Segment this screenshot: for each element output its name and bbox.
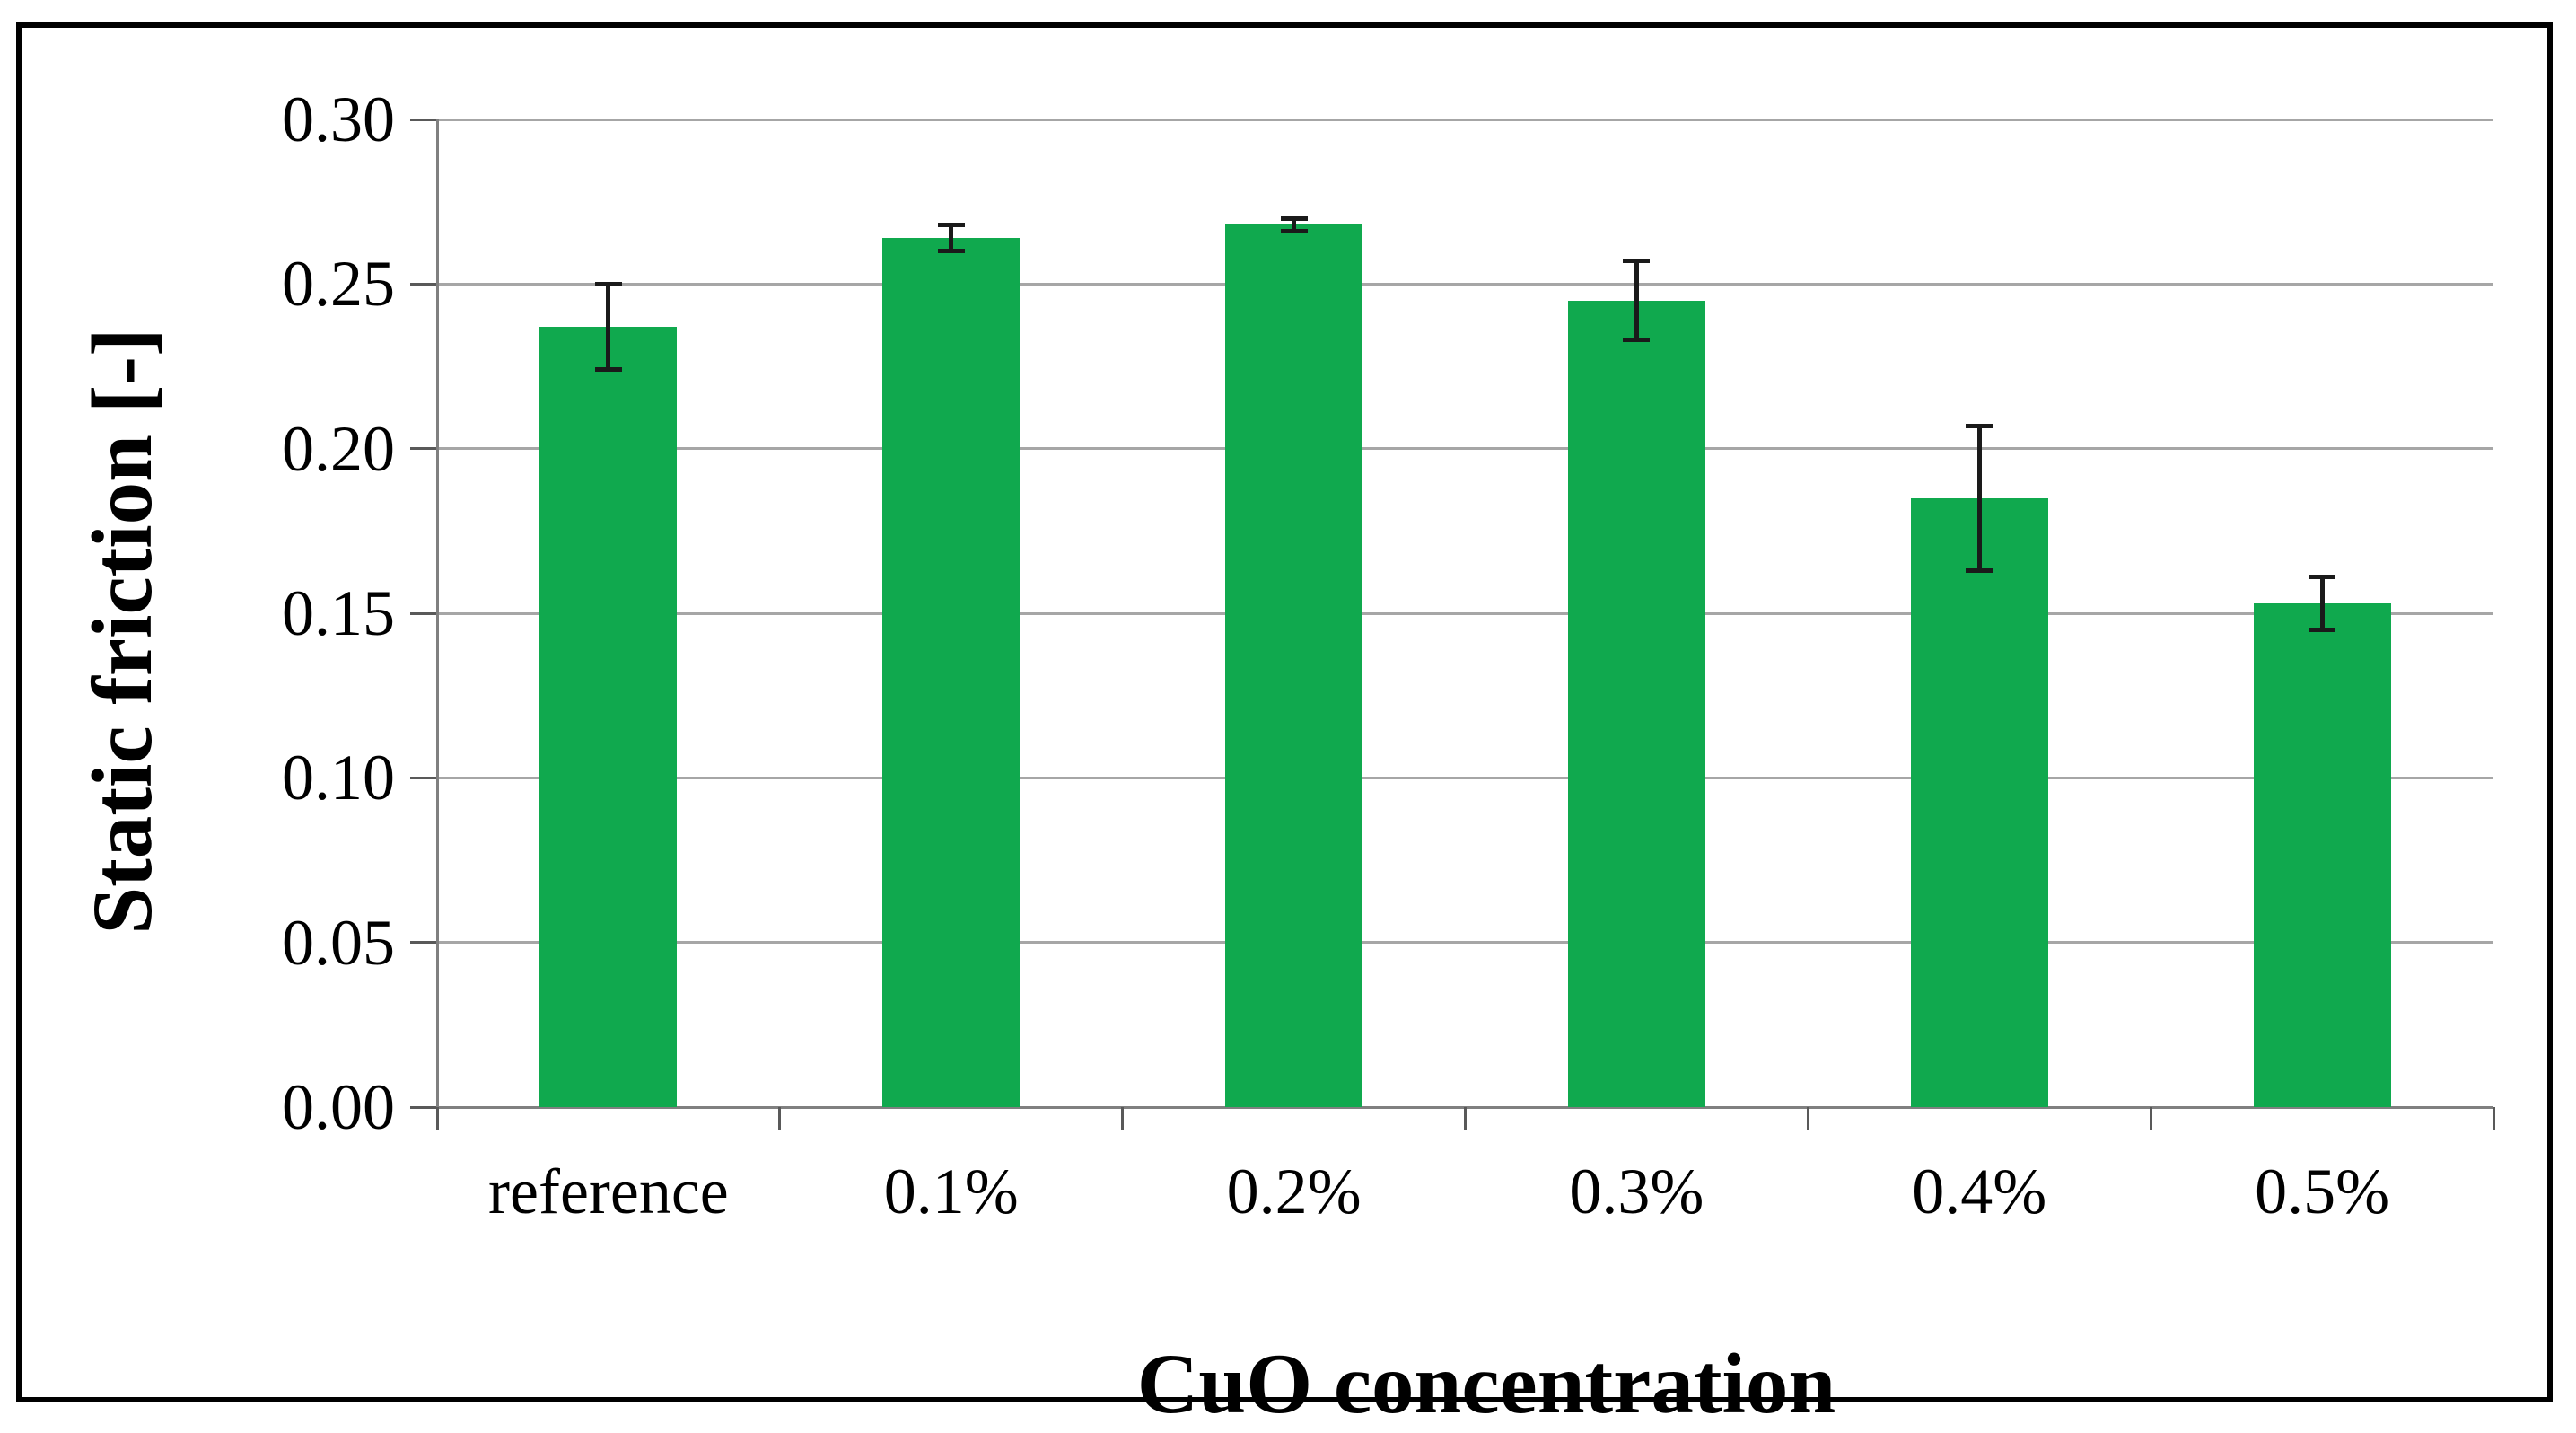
bar-0.2% [1225, 224, 1363, 1107]
x-tick-label: 0.3% [1569, 1156, 1704, 1227]
error-bar-cap-top [594, 281, 622, 286]
bar-0.1% [882, 238, 1021, 1107]
error-bar-cap-top [2309, 575, 2336, 580]
x-tick-label: reference [488, 1156, 729, 1227]
error-bar-cap-bottom [1623, 338, 1651, 343]
bar-reference [539, 327, 678, 1107]
grid-line [437, 776, 2493, 779]
bar-0.3% [1567, 300, 1705, 1107]
y-tick-label: 0.00 [282, 1071, 395, 1143]
x-axis-tick [435, 1107, 439, 1130]
y-tick-label: 0.05 [282, 906, 395, 979]
x-tick-label: 0.1% [883, 1156, 1019, 1227]
y-axis-tick [410, 1105, 437, 1109]
error-bar-line [1976, 426, 1982, 571]
x-tick-label: 0.5% [2255, 1156, 2390, 1227]
y-tick-label: 0.30 [282, 84, 395, 155]
error-bar-cap-bottom [1280, 229, 1308, 234]
x-axis-tick [2149, 1107, 2152, 1130]
x-tick-label: 0.2% [1226, 1156, 1362, 1227]
error-bar-cap-top [1280, 215, 1308, 221]
grid-line [437, 282, 2493, 286]
y-tick-label: 0.10 [282, 742, 395, 814]
y-tick-label: 0.15 [282, 577, 395, 649]
y-axis-tick [410, 611, 437, 615]
error-bar-line [606, 284, 611, 370]
error-bar-cap-bottom [937, 249, 965, 254]
grid-line [437, 447, 2493, 451]
x-axis-tick [2492, 1107, 2495, 1130]
y-tick-label: 0.25 [282, 248, 395, 321]
bar-0.5% [2253, 603, 2391, 1107]
x-axis-tick [1806, 1107, 1809, 1130]
error-bar-line [1292, 218, 1297, 232]
error-bar-cap-bottom [2309, 627, 2336, 632]
grid-line [437, 611, 2493, 615]
grid-line [437, 118, 2493, 121]
x-axis-title: CuO concentration [1136, 1336, 1836, 1431]
x-axis-tick [1121, 1107, 1125, 1130]
error-bar-line [949, 224, 954, 251]
x-axis-tick [778, 1107, 782, 1130]
y-axis-line [435, 119, 439, 1130]
bar-0.4% [1910, 497, 2048, 1107]
y-axis-title: Static friction [-] [74, 328, 170, 935]
error-bar-cap-bottom [1966, 567, 1993, 573]
error-bar-cap-bottom [594, 367, 622, 373]
error-bar-line [1634, 260, 1639, 340]
y-axis-tick [410, 776, 437, 779]
y-axis-tick [410, 941, 437, 945]
y-axis-tick [410, 447, 437, 451]
y-axis-tick [410, 118, 437, 121]
error-bar-cap-top [1966, 423, 1993, 428]
error-bar-cap-top [1623, 259, 1651, 264]
y-tick-label: 0.20 [282, 412, 395, 485]
error-bar-cap-top [937, 222, 965, 227]
error-bar-line [2319, 576, 2325, 630]
x-tick-label: 0.4% [1912, 1156, 2047, 1227]
x-axis-tick [1464, 1107, 1467, 1130]
y-axis-tick [410, 282, 437, 286]
grid-line [437, 941, 2493, 945]
